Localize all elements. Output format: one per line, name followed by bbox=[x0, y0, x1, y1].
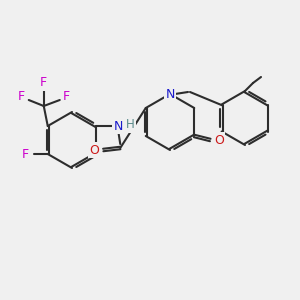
Text: O: O bbox=[89, 143, 99, 157]
Text: H: H bbox=[126, 118, 135, 131]
Text: F: F bbox=[18, 91, 25, 103]
Text: O: O bbox=[214, 134, 224, 146]
Text: F: F bbox=[63, 91, 70, 103]
Text: N: N bbox=[165, 88, 175, 100]
Text: F: F bbox=[40, 76, 47, 89]
Text: F: F bbox=[22, 148, 29, 160]
Text: N: N bbox=[114, 119, 123, 133]
